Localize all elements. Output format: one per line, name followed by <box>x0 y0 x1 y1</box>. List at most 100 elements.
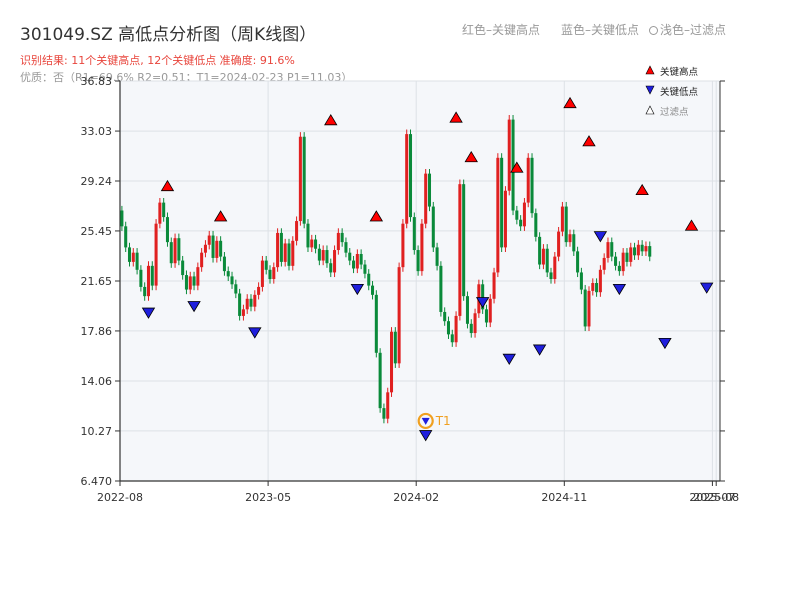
candle-body <box>557 231 561 257</box>
candle-body <box>222 256 226 272</box>
t1-ring <box>417 412 434 430</box>
key-low-marker <box>502 353 516 365</box>
x-tick-label: 2024-02 <box>393 491 439 504</box>
candle-body <box>310 239 314 248</box>
candle-body <box>481 284 485 310</box>
y-tick-label: 33.03 <box>81 125 113 138</box>
candle-body <box>397 267 401 364</box>
candle-body <box>572 234 576 252</box>
key-high-marker <box>160 179 175 192</box>
candle-body <box>200 252 204 268</box>
candle-body <box>488 298 492 323</box>
candle-body <box>420 223 424 272</box>
key-high-marker <box>684 219 699 231</box>
key-low-marker <box>532 344 547 356</box>
candle-body <box>435 247 439 266</box>
candle-body <box>446 321 450 335</box>
candle-body <box>181 260 185 276</box>
candle-body <box>238 293 242 316</box>
candle-body <box>306 223 310 248</box>
candle-body <box>333 250 337 273</box>
t1-label: T1 <box>435 414 451 428</box>
key-high-marker <box>464 150 478 163</box>
candle-body <box>541 248 545 265</box>
candle-body <box>162 202 166 218</box>
key-low-marker <box>141 307 156 319</box>
candle-body <box>591 282 595 291</box>
candle-body <box>298 136 302 222</box>
candle-body <box>279 232 283 262</box>
candle-body <box>184 275 188 290</box>
x-tick-label: 2025-08 <box>693 491 739 504</box>
candle-body <box>640 244 644 252</box>
candle-body <box>226 271 230 277</box>
candle-body <box>268 269 272 280</box>
candle-body <box>340 232 344 243</box>
candle-body <box>595 282 599 293</box>
candle-body <box>348 252 352 261</box>
candle-body <box>602 257 606 270</box>
result-summary: 识别结果: 11个关键高点, 12个关键低点 准确度: 91.6% <box>20 54 295 67</box>
key-low-marker <box>187 301 201 313</box>
candle-body <box>625 252 629 262</box>
key-high-marker <box>510 161 524 173</box>
key-low-marker <box>593 231 608 243</box>
candle-body <box>416 250 420 272</box>
legend-filtered-icon <box>645 105 655 115</box>
candle-body <box>473 313 477 334</box>
candle-body <box>458 184 462 316</box>
key-low-marker <box>475 297 490 309</box>
y-tick-label: 29.24 <box>81 175 113 188</box>
candle-body <box>576 251 580 273</box>
legend-filtered-label: 浅色–过滤点 <box>660 23 727 37</box>
candle-body <box>382 408 386 419</box>
candle-body <box>424 173 428 224</box>
candle-body <box>325 250 329 264</box>
candle-body <box>568 234 572 243</box>
candle-body <box>465 296 469 324</box>
legend-high-icon <box>645 65 655 75</box>
key-low-marker <box>700 282 714 294</box>
candle-body <box>317 248 321 261</box>
candle-body <box>515 210 519 220</box>
y-tick-label: 6.470 <box>81 475 113 488</box>
legend-filtered-label: 过滤点 <box>660 106 689 118</box>
candle-body <box>120 210 124 227</box>
candle-body <box>143 286 147 297</box>
candle-body <box>454 315 458 343</box>
candle-body <box>367 273 371 286</box>
candle-body <box>393 331 397 364</box>
candle-body <box>203 244 207 253</box>
candle-body <box>245 298 249 310</box>
chart-title: 301049.SZ 高低点分析图（周K线图） <box>20 25 317 45</box>
key-high-marker <box>582 135 596 147</box>
candle-body <box>355 253 359 269</box>
candle-body <box>462 184 466 297</box>
y-tick-label: 25.45 <box>81 225 113 238</box>
candle-body <box>526 157 530 203</box>
candle-body <box>496 157 500 273</box>
candle-body <box>211 235 215 258</box>
candle-body <box>283 243 287 262</box>
candle-body <box>158 202 162 224</box>
candle-body <box>146 265 150 297</box>
candle-body <box>321 250 325 261</box>
candle-body <box>249 298 253 307</box>
x-tick-label: 2023-05 <box>245 491 291 504</box>
key-low-marker <box>248 327 262 339</box>
candle-body <box>264 260 268 270</box>
legend-red-text: 红色–关键高点 <box>462 23 541 37</box>
candle-body <box>352 260 356 269</box>
candle-body <box>579 272 583 290</box>
candle-body <box>545 248 549 273</box>
candle-body <box>374 294 378 353</box>
candle-body <box>484 309 488 323</box>
key-high-marker <box>449 111 463 123</box>
candle-body <box>150 265 154 286</box>
candle-body <box>492 272 496 299</box>
candle-body <box>390 331 394 393</box>
key-high-marker <box>369 210 384 222</box>
candle-body <box>530 157 534 214</box>
legend-low-icon <box>645 85 655 95</box>
candle-body <box>169 242 173 264</box>
